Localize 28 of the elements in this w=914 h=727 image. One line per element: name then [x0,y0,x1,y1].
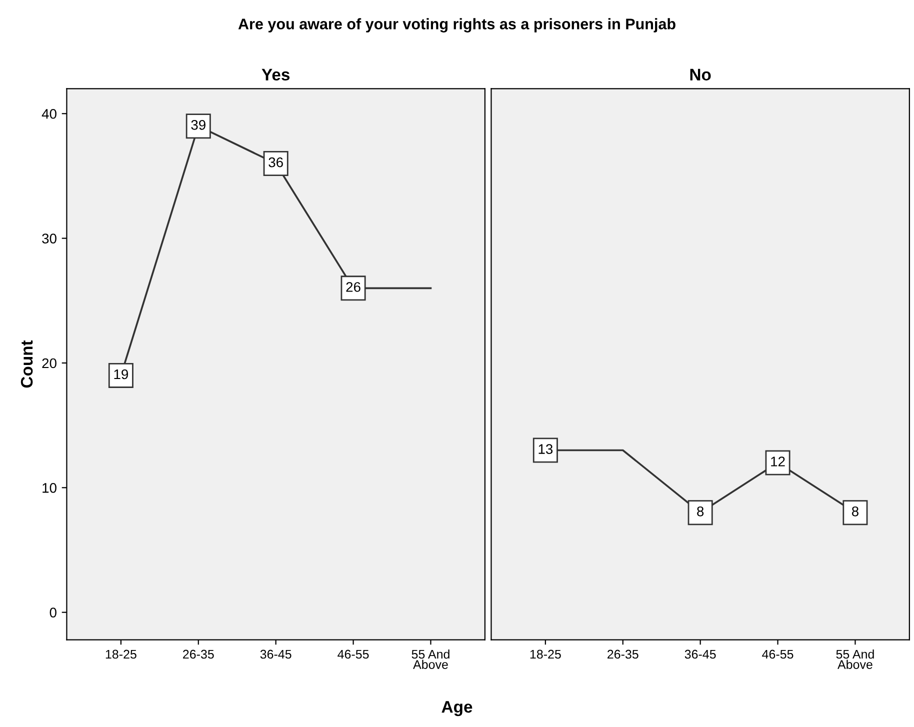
x-tick-label: 26-35 [183,650,214,659]
x-tick-label: 55 And Above [412,649,450,669]
y-tick-label: 20 [42,358,56,368]
data-label: 39 [191,120,206,130]
chart-subtitle: No [690,68,711,81]
x-tick-label: 18-25 [106,650,136,659]
data-label: 8 [697,506,704,516]
data-label: 36 [268,157,283,168]
y-tick-label: 40 [42,108,56,119]
x-tick-label: 46-55 [338,650,369,659]
x-tick-label: 46-55 [762,650,794,659]
data-label: 8 [852,506,858,516]
data-label: 13 [538,444,553,454]
y-tick-label: 10 [42,482,56,493]
y-axis-title: Count [20,340,33,388]
chart-title: Are you aware of your voting rights as a prisoners in Punjab [238,18,676,32]
x-axis-title: Age [442,701,472,716]
x-tick-label: 26-35 [608,650,638,659]
data-label: 12 [771,456,785,466]
y-tick-label: 0 [50,608,56,618]
x-tick-label: 18-25 [530,650,561,659]
x-tick-label: 36-45 [260,650,292,659]
data-label: 26 [346,282,360,292]
data-label: 19 [114,369,128,380]
x-tick-label: 55 And Above [836,649,874,669]
chart-subtitle: Yes [262,68,290,81]
y-tick-label: 30 [42,234,56,244]
x-tick-label: 36-45 [684,650,716,659]
